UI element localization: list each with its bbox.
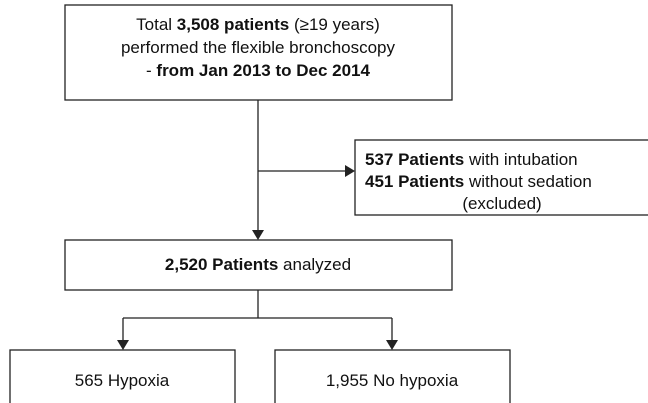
text: 565 Hypoxia <box>75 371 170 390</box>
text: analyzed <box>278 255 351 274</box>
node-line: performed the flexible bronchoscopy <box>121 38 396 57</box>
arrowhead <box>386 340 398 350</box>
bold-text: 537 Patients <box>365 150 464 169</box>
arrowhead <box>117 340 129 350</box>
bold-text: 451 Patients <box>365 172 464 191</box>
node-line: (excluded) <box>462 194 541 213</box>
text: performed the flexible bronchoscopy <box>121 38 396 57</box>
box-hypoxia <box>9 349 236 403</box>
node-line: 2,520 Patients analyzed <box>165 255 351 274</box>
node-line: 537 Patients with intubation <box>365 150 578 169</box>
arrowhead <box>345 165 355 177</box>
text: (≥19 years) <box>289 15 380 34</box>
box-no-hypoxia <box>274 349 511 403</box>
node-line: 1,955 No hypoxia <box>326 371 459 390</box>
box-total <box>64 4 453 101</box>
text: Total <box>136 15 177 34</box>
bold-text: from Jan 2013 to Dec 2014 <box>156 61 370 80</box>
text: with intubation <box>464 150 577 169</box>
text: (excluded) <box>462 194 541 213</box>
text: - <box>146 61 156 80</box>
bold-text: 2,520 Patients <box>165 255 278 274</box>
bold-text: 3,508 patients <box>177 15 289 34</box>
text: without sedation <box>464 172 592 191</box>
node-line: 451 Patients without sedation <box>365 172 592 191</box>
text: 1,955 No hypoxia <box>326 371 459 390</box>
arrowhead <box>252 230 264 240</box>
node-line: Total 3,508 patients (≥19 years) <box>136 15 380 34</box>
box-excluded <box>354 139 648 216</box>
node-line: - from Jan 2013 to Dec 2014 <box>146 61 370 80</box>
node-line: 565 Hypoxia <box>75 371 170 390</box>
